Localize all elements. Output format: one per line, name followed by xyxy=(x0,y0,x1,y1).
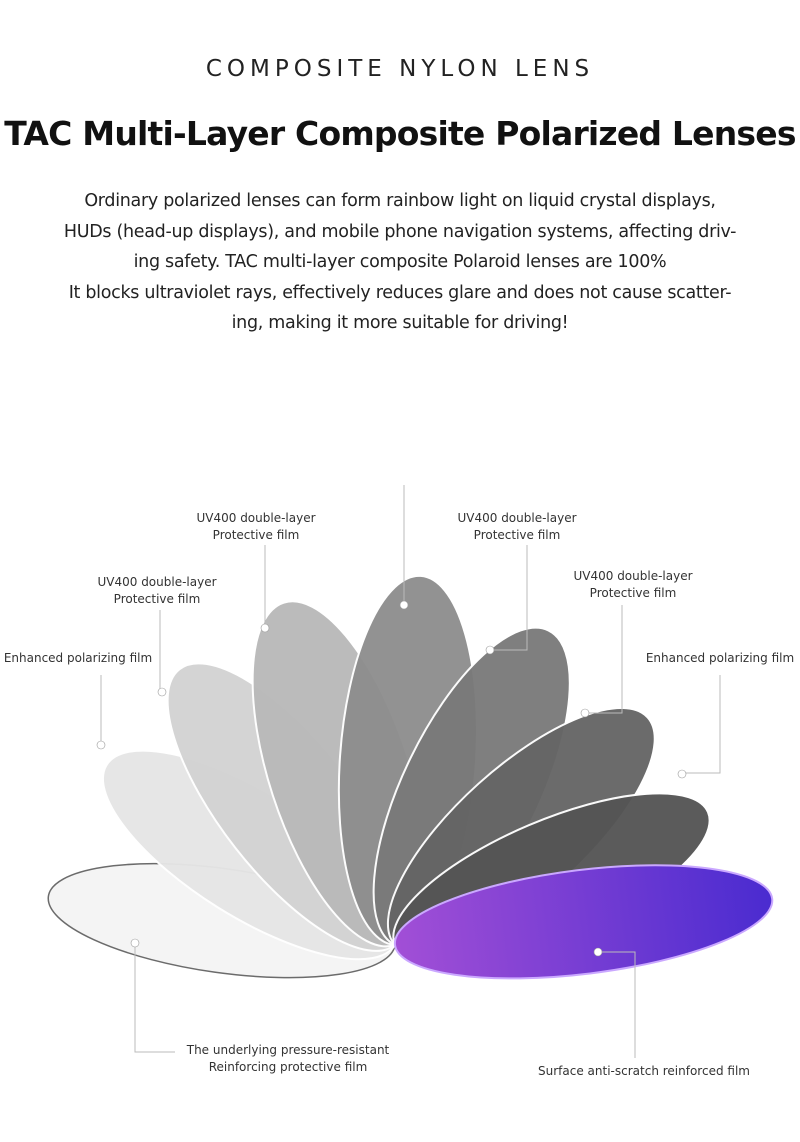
label-line: Surface anti-scratch reinforced film xyxy=(538,1064,750,1078)
eyebrow-heading: COMPOSITE NYLON LENS xyxy=(205,56,595,82)
label-line: Protective film xyxy=(212,528,300,542)
leader-line xyxy=(490,545,528,651)
label-line: Protective film xyxy=(473,528,561,542)
label-polarizing-left: Enhanced polarizing film xyxy=(4,650,152,667)
marker-dot xyxy=(260,623,270,633)
label-line: Reinforcing protective film xyxy=(208,1060,368,1074)
label-polarizing-right: Enhanced polarizing film xyxy=(646,650,794,667)
description-line: Ordinary polarized lenses can form rainb… xyxy=(84,191,716,211)
label-uv400-left-top: UV400 double-layer Protective film xyxy=(196,510,315,544)
leader-line xyxy=(598,951,636,1058)
label-line: Protective film xyxy=(589,586,677,600)
label-uv400-left: UV400 double-layer Protective film xyxy=(97,574,216,608)
label-surface-film: Surface anti-scratch reinforced film xyxy=(538,1063,750,1080)
label-line: Enhanced polarizing film xyxy=(645,651,795,665)
marker-dot xyxy=(96,740,106,750)
label-line: UV400 double-layer xyxy=(573,569,693,583)
label-uv400-right: UV400 double-layer Protective film xyxy=(573,568,692,602)
label-line: UV400 double-layer xyxy=(457,511,577,525)
label-line: UV400 double-layer xyxy=(97,575,217,589)
description-line: ing safety. TAC multi-layer composite Po… xyxy=(133,252,667,272)
label-line: The underlying pressure-resistant xyxy=(186,1043,390,1057)
marker-dot xyxy=(399,600,409,610)
label-uv400-right-top: UV400 double-layer Protective film xyxy=(457,510,576,544)
marker-dot xyxy=(580,708,590,718)
leader-line xyxy=(134,943,175,1053)
label-line: Enhanced polarizing film xyxy=(3,651,153,665)
leader-line xyxy=(682,675,721,774)
label-line: Protective film xyxy=(113,592,201,606)
leader-line xyxy=(585,605,623,714)
marker-dot xyxy=(677,769,687,779)
lens-surface-purple xyxy=(393,864,774,980)
label-base-film: The underlying pressure-resistant Reinfo… xyxy=(187,1042,390,1076)
label-line: UV400 double-layer xyxy=(196,511,316,525)
leader-lines xyxy=(100,485,721,1058)
marker-dot xyxy=(130,938,140,948)
description-line: It blocks ultraviolet rays, effectively … xyxy=(68,282,732,303)
marker-dots xyxy=(96,600,687,957)
page-title: TAC Multi-Layer Composite Polarized Lens… xyxy=(4,114,796,153)
description-line: HUDs (head-up displays), and mobile phon… xyxy=(63,221,737,242)
description-line: ing, making it more suitable for driving… xyxy=(231,313,569,333)
marker-dot xyxy=(485,645,495,655)
description: Ordinary polarized lenses can form rainb… xyxy=(40,186,760,339)
marker-dot xyxy=(157,687,167,697)
marker-dot xyxy=(593,947,603,957)
